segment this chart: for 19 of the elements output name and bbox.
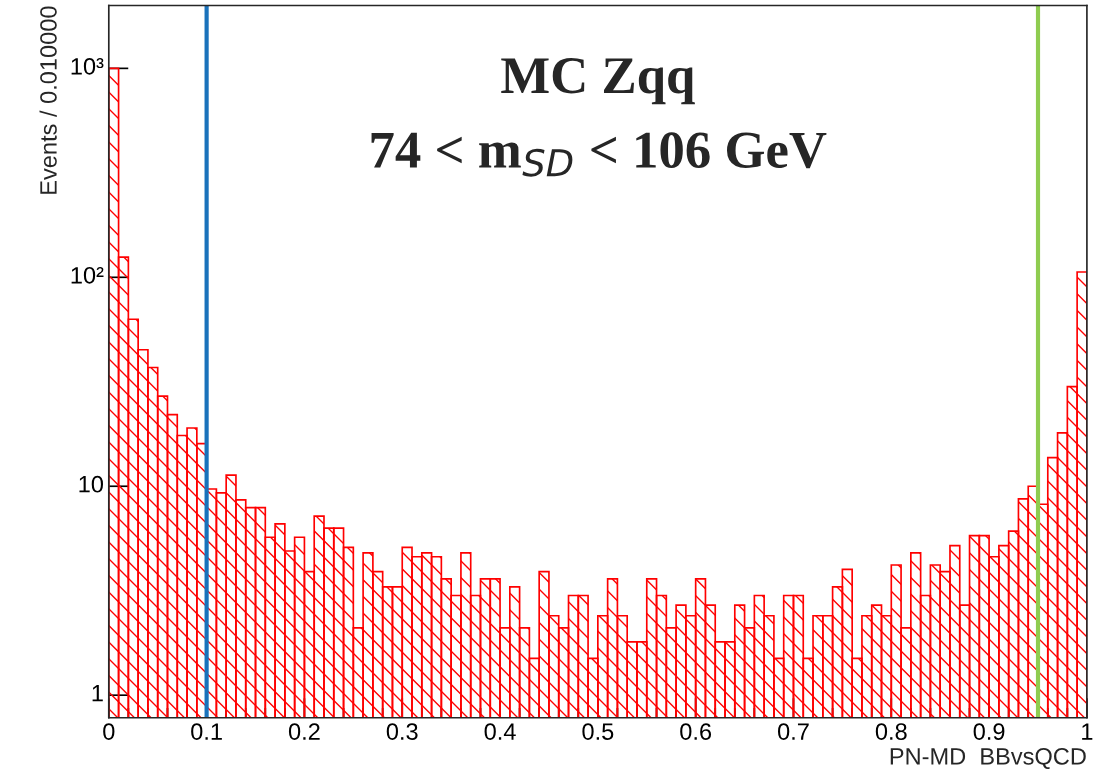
- y-tick-label: 10²: [71, 266, 104, 284]
- y-tick-label: 10³: [71, 57, 104, 75]
- annotation: 74 < m$_{SD}$ < 106 GeV: [371, 132, 827, 177]
- x-tick-label: 0.1: [191, 723, 222, 740]
- x-tick-label: 0.7: [777, 723, 809, 740]
- annotation: MC Zqq: [501, 58, 695, 105]
- x-tick-label: 0.3: [386, 723, 418, 740]
- x-tick-label: 0.6: [680, 723, 712, 740]
- x-tick-label: 0.9: [973, 723, 1005, 740]
- y-axis-title: Events / 0.010000: [39, 6, 57, 194]
- x-tick-label: 0: [103, 723, 115, 740]
- x-axis-title: PN-MD BBvsQCD: [890, 748, 1086, 769]
- y-tick-label: 10: [79, 475, 104, 493]
- x-tick-label: 0.8: [875, 723, 907, 740]
- x-tick-label: 0.5: [582, 723, 614, 740]
- x-tick-label: 1: [1082, 723, 1093, 740]
- x-tick-label: 0.2: [288, 723, 320, 740]
- y-tick-label: 1: [92, 685, 103, 702]
- x-tick-label: 0.4: [484, 723, 516, 740]
